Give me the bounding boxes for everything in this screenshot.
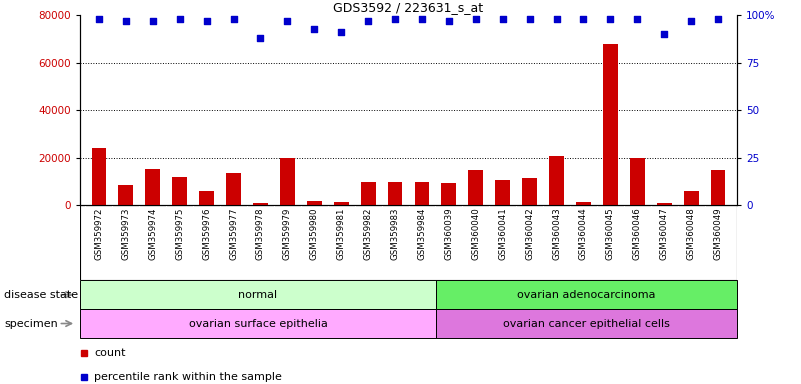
- Bar: [436, 280, 737, 309]
- Text: GSM359975: GSM359975: [175, 208, 184, 260]
- Bar: [145, 169, 160, 205]
- Bar: [603, 44, 618, 205]
- Bar: [199, 191, 214, 205]
- Bar: [226, 173, 241, 205]
- Bar: [576, 202, 591, 205]
- Title: GDS3592 / 223631_s_at: GDS3592 / 223631_s_at: [333, 1, 484, 14]
- Text: GSM359979: GSM359979: [283, 208, 292, 260]
- Text: GSM359983: GSM359983: [391, 208, 400, 260]
- Point: [550, 16, 563, 22]
- Text: GSM360044: GSM360044: [579, 208, 588, 260]
- Text: GSM360048: GSM360048: [686, 208, 695, 260]
- Point: [711, 16, 724, 22]
- Bar: [334, 202, 348, 205]
- Bar: [441, 183, 457, 205]
- Point: [442, 18, 455, 24]
- Point: [254, 35, 267, 41]
- Point: [685, 18, 698, 24]
- Text: GSM360046: GSM360046: [633, 208, 642, 260]
- Text: ovarian surface epithelia: ovarian surface epithelia: [188, 318, 328, 329]
- Point: [604, 16, 617, 22]
- Bar: [91, 149, 107, 205]
- Point: [469, 16, 482, 22]
- Point: [577, 16, 590, 22]
- Point: [658, 31, 670, 38]
- Text: GSM360040: GSM360040: [471, 208, 481, 260]
- Point: [416, 16, 429, 22]
- Text: GSM359982: GSM359982: [364, 208, 372, 260]
- Text: GSM359978: GSM359978: [256, 208, 265, 260]
- Text: GSM359980: GSM359980: [310, 208, 319, 260]
- Bar: [360, 182, 376, 205]
- Bar: [630, 158, 645, 205]
- Text: GSM360042: GSM360042: [525, 208, 534, 260]
- Text: percentile rank within the sample: percentile rank within the sample: [95, 372, 282, 382]
- Point: [523, 16, 536, 22]
- Point: [335, 30, 348, 36]
- Text: disease state: disease state: [4, 290, 78, 300]
- Text: GSM360043: GSM360043: [552, 208, 561, 260]
- Text: ovarian cancer epithelial cells: ovarian cancer epithelial cells: [503, 318, 670, 329]
- Point: [362, 18, 375, 24]
- Text: GSM359973: GSM359973: [122, 208, 131, 260]
- Point: [631, 16, 644, 22]
- Bar: [710, 170, 726, 205]
- Bar: [172, 177, 187, 205]
- Text: GSM360047: GSM360047: [660, 208, 669, 260]
- Bar: [307, 201, 322, 205]
- Text: GSM359974: GSM359974: [148, 208, 157, 260]
- Bar: [80, 309, 436, 338]
- Point: [497, 16, 509, 22]
- Bar: [549, 156, 564, 205]
- Bar: [522, 178, 537, 205]
- Text: GSM359984: GSM359984: [417, 208, 426, 260]
- Text: ovarian adenocarcinoma: ovarian adenocarcinoma: [517, 290, 656, 300]
- Bar: [280, 158, 295, 205]
- Bar: [80, 280, 436, 309]
- Text: GSM360049: GSM360049: [714, 208, 723, 260]
- Bar: [657, 203, 672, 205]
- Bar: [119, 185, 133, 205]
- Bar: [253, 203, 268, 205]
- Point: [200, 18, 213, 24]
- Point: [119, 18, 132, 24]
- Bar: [495, 180, 510, 205]
- Text: GSM360045: GSM360045: [606, 208, 615, 260]
- Text: GSM360041: GSM360041: [498, 208, 507, 260]
- Point: [147, 18, 159, 24]
- Point: [388, 16, 401, 22]
- Point: [93, 16, 106, 22]
- Text: GSM360039: GSM360039: [445, 208, 453, 260]
- Text: GSM359976: GSM359976: [202, 208, 211, 260]
- Text: count: count: [95, 348, 126, 358]
- Text: normal: normal: [239, 290, 278, 300]
- Text: specimen: specimen: [4, 318, 58, 329]
- Text: GSM359972: GSM359972: [95, 208, 103, 260]
- Bar: [436, 309, 737, 338]
- Bar: [388, 182, 402, 205]
- Point: [173, 16, 186, 22]
- Point: [227, 16, 240, 22]
- Text: GSM359981: GSM359981: [336, 208, 346, 260]
- Point: [308, 26, 320, 32]
- Bar: [684, 191, 698, 205]
- Text: GSM359977: GSM359977: [229, 208, 238, 260]
- Point: [281, 18, 294, 24]
- Bar: [415, 182, 429, 205]
- Bar: [469, 170, 483, 205]
